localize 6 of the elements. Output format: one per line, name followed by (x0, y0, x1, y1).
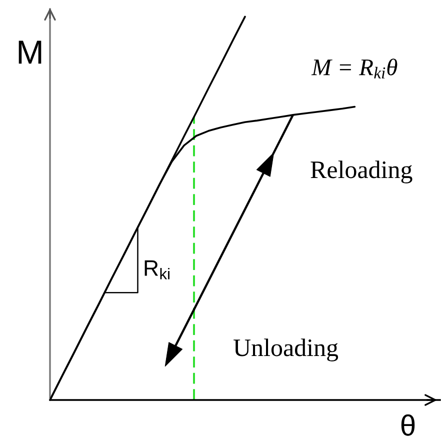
text: M = R$_{ki}$θ (311, 58, 398, 78)
y-axis-title: M (18, 40, 42, 64)
annotation: Unloading (234, 338, 338, 362)
annotation: Reloading (310, 160, 412, 184)
annotation: R$_{ki}$ (144, 260, 170, 280)
x-axis-title: θ (401, 414, 415, 436)
